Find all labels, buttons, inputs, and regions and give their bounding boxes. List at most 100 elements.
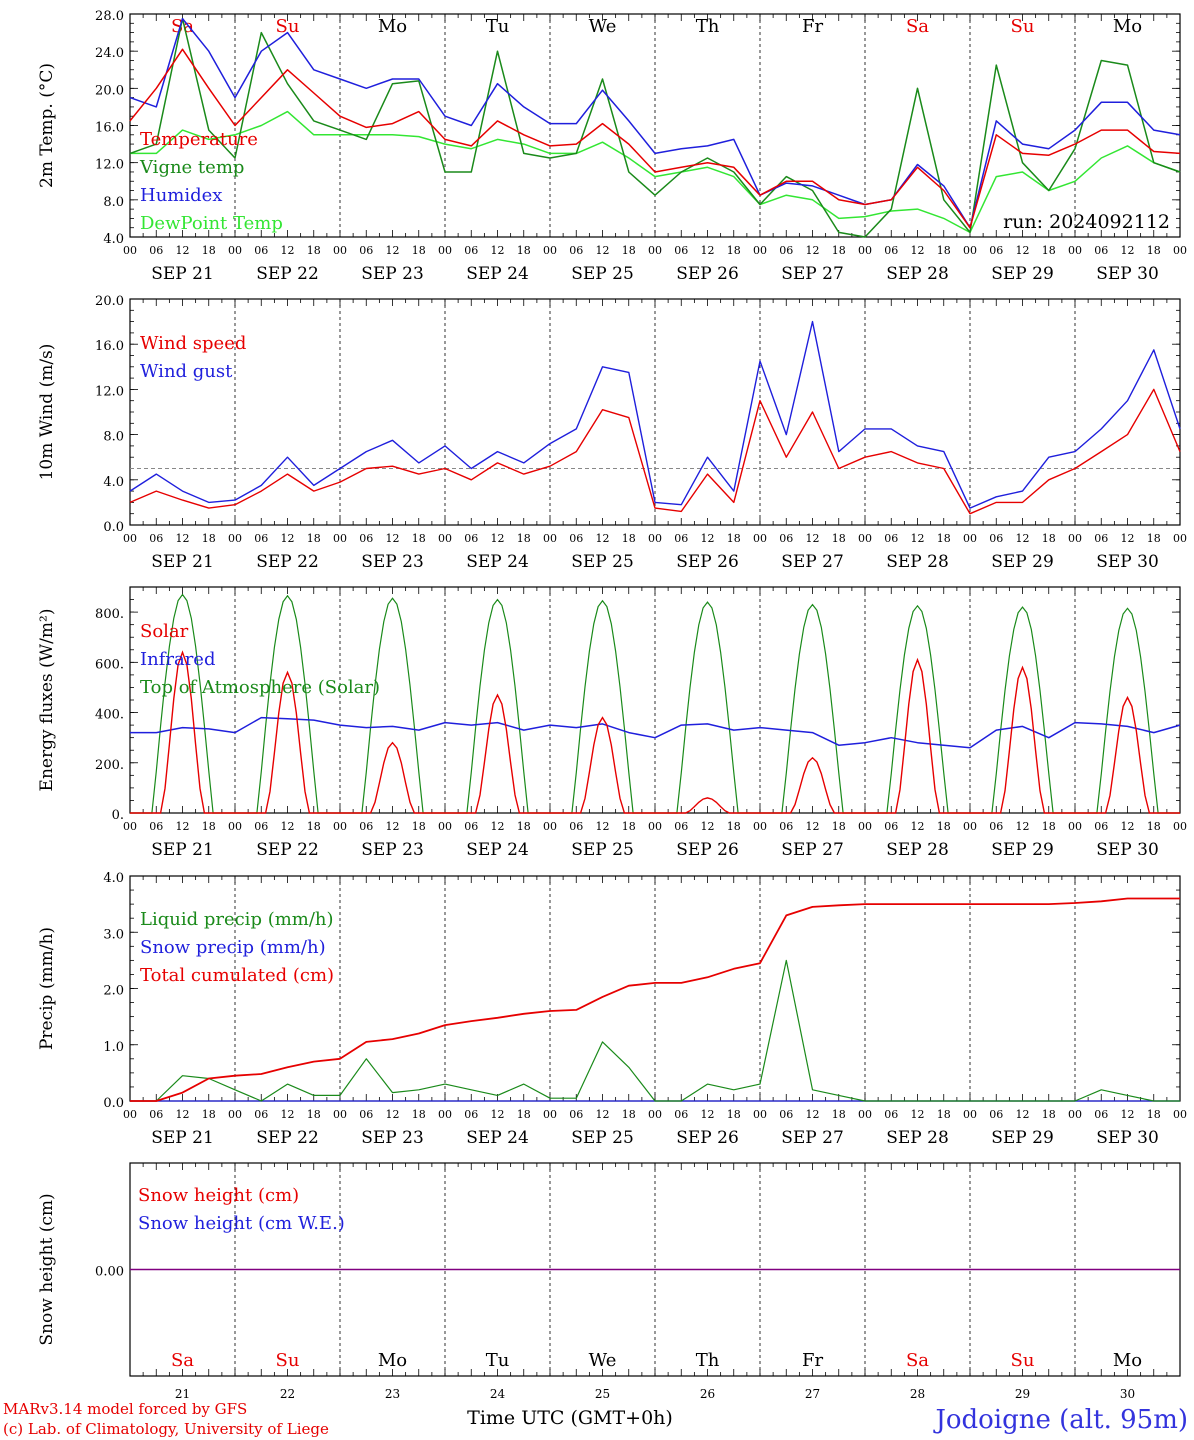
x-date-label: SEP 24 [466, 264, 529, 284]
x-date-label: SEP 25 [571, 840, 634, 860]
x-date-label: SEP 29 [991, 1128, 1054, 1148]
x-hour-label: 06 [1094, 820, 1108, 833]
x-hour-label: 00 [1173, 244, 1187, 257]
x-hour-label: 12 [176, 820, 190, 833]
x-hour-label: 00 [543, 532, 557, 545]
x-hour-label: 18 [412, 820, 426, 833]
x-hour-label: 06 [254, 244, 268, 257]
x-date-label: SEP 21 [151, 1128, 214, 1148]
y-tick-label: 0.00 [95, 1265, 124, 1280]
y-tick-label: 8.0 [103, 430, 124, 445]
x-hour-label: 00 [648, 820, 662, 833]
x-hour-label: 12 [491, 820, 505, 833]
x-hour-label: 12 [596, 244, 610, 257]
station-name: Jodoigne (alt. 95m) [932, 1405, 1188, 1435]
x-hour-label: 12 [281, 820, 295, 833]
x-hour-label: 06 [674, 244, 688, 257]
x-hour-label: 06 [254, 532, 268, 545]
day-number-label: 28 [910, 1387, 925, 1401]
y-tick-label: 8.0 [103, 195, 124, 210]
x-hour-label: 18 [1147, 820, 1161, 833]
x-hour-label: 12 [386, 1108, 400, 1121]
day-number-label: 23 [385, 1387, 400, 1401]
x-hour-label: 12 [1016, 532, 1030, 545]
x-hour-label: 18 [937, 244, 951, 257]
x-hour-label: 06 [674, 820, 688, 833]
x-hour-label: 06 [989, 244, 1003, 257]
day-name-label: Mo [1113, 1350, 1142, 1371]
temperature-frame [129, 13, 1181, 238]
x-date-label: SEP 25 [571, 552, 634, 572]
run-label: run: 2024092112 [1003, 211, 1170, 233]
x-hour-label: 00 [333, 1108, 347, 1121]
x-hour-label: 12 [596, 532, 610, 545]
x-hour-label: 00 [333, 820, 347, 833]
series-solar [130, 650, 1180, 814]
x-hour-label: 06 [359, 532, 373, 545]
x-hour-label: 12 [176, 1108, 190, 1121]
x-hour-label: 00 [858, 820, 872, 833]
day-number-label: 22 [280, 1387, 295, 1401]
snow-panel: 0.00 Snow height (cm) Snow height (cm) Snow… [37, 1162, 1181, 1401]
x-hour-label: 06 [989, 532, 1003, 545]
x-date-label: SEP 28 [886, 264, 949, 284]
series-liquid-precip-mm-h [130, 959, 1180, 1102]
series-dewpoint-temp [130, 110, 1181, 234]
x-hour-label: 18 [202, 532, 216, 545]
temperature-legend-2: Humidex [140, 185, 222, 206]
x-hour-label: 06 [884, 1108, 898, 1121]
x-hour-label: 06 [149, 244, 163, 257]
x-hour-label: 00 [543, 820, 557, 833]
day-name-label: We [589, 1350, 617, 1371]
x-hour-label: 00 [228, 1108, 242, 1121]
x-hour-label: 18 [1147, 1108, 1161, 1121]
x-hour-label: 06 [149, 820, 163, 833]
x-hour-label: 12 [806, 1108, 820, 1121]
x-hour-label: 12 [911, 820, 925, 833]
x-hour-label: 18 [622, 244, 636, 257]
x-date-label: SEP 22 [256, 552, 319, 572]
x-hour-label: 06 [254, 1108, 268, 1121]
x-hour-label: 18 [727, 244, 741, 257]
x-hour-label: 12 [491, 1108, 505, 1121]
day-name-label: Sa [171, 1350, 194, 1371]
x-hour-label: 18 [1042, 532, 1056, 545]
x-hour-label: 06 [779, 820, 793, 833]
y-tick-label: 4.0 [103, 232, 124, 247]
x-hour-label: 06 [149, 532, 163, 545]
day-number-label: 26 [700, 1387, 715, 1401]
x-hour-label: 06 [1094, 1108, 1108, 1121]
x-hour-label: 00 [963, 532, 977, 545]
x-hour-label: 18 [832, 244, 846, 257]
x-date-label: SEP 24 [466, 552, 529, 572]
precip-legend-1: Snow precip (mm/h) [140, 937, 326, 958]
x-hour-label: 00 [123, 532, 137, 545]
x-hour-label: 12 [176, 244, 190, 257]
temperature-legend-0: Temperature [140, 129, 258, 150]
x-hour-label: 12 [491, 532, 505, 545]
day-number-label: 21 [175, 1387, 190, 1401]
x-hour-label: 00 [123, 1108, 137, 1121]
x-date-label: SEP 21 [151, 264, 214, 284]
x-hour-label: 00 [543, 244, 557, 257]
x-hour-label: 18 [202, 1108, 216, 1121]
y-tick-label: 0.0 [103, 520, 124, 535]
day-name-label: Th [696, 1350, 720, 1371]
x-hour-label: 12 [1016, 244, 1030, 257]
model-credit: MARv3.14 model forced by GFS [3, 1400, 247, 1418]
x-date-label: SEP 27 [781, 840, 844, 860]
y-tick-label: 16.0 [95, 339, 124, 354]
x-hour-label: 12 [176, 532, 190, 545]
x-axis-title: Time UTC (GMT+0h) [467, 1407, 673, 1429]
y-tick-label: 0.0 [103, 1096, 124, 1111]
x-hour-label: 06 [569, 244, 583, 257]
x-hour-label: 18 [307, 244, 321, 257]
day-number-label: 29 [1015, 1387, 1030, 1401]
day-name-label: Su [1011, 1350, 1035, 1371]
x-hour-label: 00 [1068, 820, 1082, 833]
x-hour-label: 18 [1147, 532, 1161, 545]
y-tick-label: 4.0 [103, 871, 124, 886]
x-hour-label: 18 [517, 820, 531, 833]
x-hour-label: 18 [307, 820, 321, 833]
